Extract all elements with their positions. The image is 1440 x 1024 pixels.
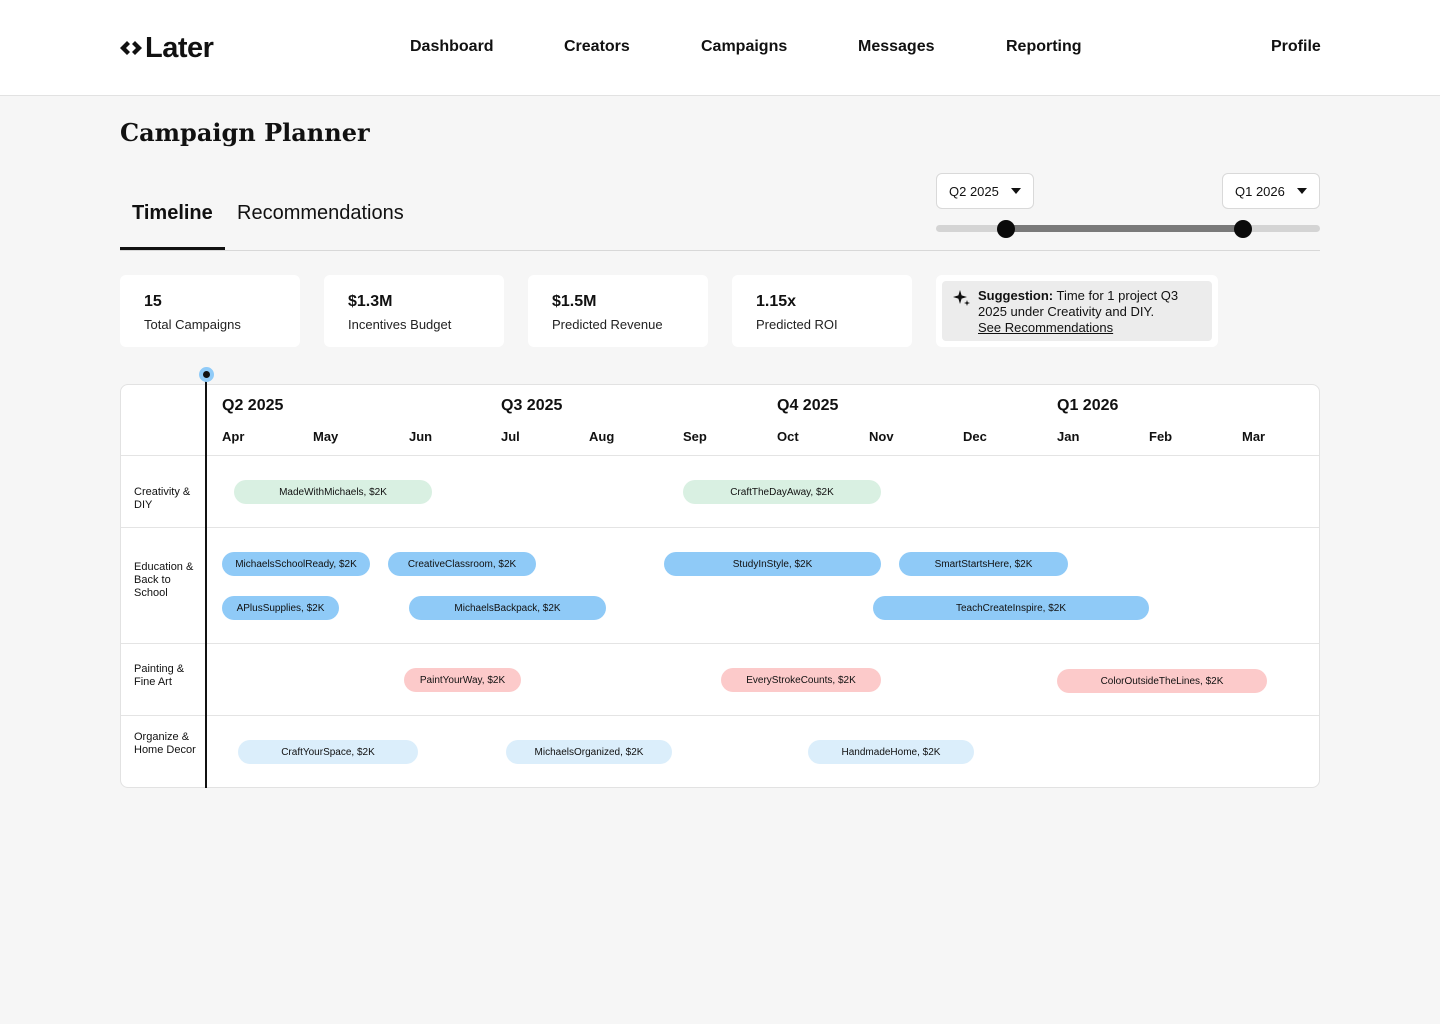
logo-text: Later — [145, 31, 214, 64]
month-label: Sep — [683, 429, 707, 444]
campaign-bar[interactable]: HandmadeHome, $2K — [808, 740, 974, 764]
quarter-label: Q2 2025 — [222, 397, 284, 414]
active-tab-indicator — [120, 247, 225, 250]
quarter-label: Q3 2025 — [501, 397, 563, 414]
row-divider — [121, 643, 1319, 644]
stat-card-total-campaigns: 15 Total Campaigns — [120, 275, 300, 347]
stat-value: 15 — [144, 293, 162, 310]
month-label: Apr — [222, 429, 245, 444]
stat-card-predicted-revenue: $1.5M Predicted Revenue — [528, 275, 708, 347]
campaign-bar[interactable]: MichaelsBackpack, $2K — [409, 596, 606, 620]
campaign-bar[interactable]: StudyInStyle, $2K — [664, 552, 881, 576]
row-divider — [121, 527, 1319, 528]
see-recommendations-link[interactable]: See Recommendations — [978, 320, 1114, 335]
suggestion-body: Time for 1 project Q3 2025 under Creativ… — [978, 288, 1179, 319]
stat-label: Total Campaigns — [144, 317, 241, 332]
tabs-divider — [120, 250, 1320, 251]
month-label: Jul — [501, 429, 520, 444]
range-end-dropdown[interactable]: Q1 2026 — [1222, 173, 1320, 209]
month-label: Feb — [1149, 429, 1173, 444]
nav-creators[interactable]: Creators — [564, 38, 630, 55]
nav-messages[interactable]: Messages — [858, 38, 935, 55]
campaign-bar[interactable]: PaintYourWay, $2K — [404, 668, 521, 692]
nav-campaigns[interactable]: Campaigns — [701, 38, 788, 55]
range-slider-fill — [1006, 225, 1243, 232]
sparkle-icon — [953, 290, 970, 306]
campaign-bar[interactable]: MichaelsSchoolReady, $2K — [222, 552, 370, 576]
campaign-bar[interactable]: TeachCreateInspire, $2K — [873, 596, 1149, 620]
nav-dashboard[interactable]: Dashboard — [410, 38, 494, 55]
range-start-value: Q2 2025 — [949, 183, 999, 199]
row-divider — [121, 455, 1319, 456]
quarter-label: Q4 2025 — [777, 397, 839, 414]
page-title: Campaign Planner — [120, 118, 370, 147]
suggestion-text: Suggestion: Time for 1 project Q3 2025 u… — [978, 288, 1200, 320]
later-logo[interactable]: Later — [120, 31, 214, 64]
campaign-bar[interactable]: CraftTheDayAway, $2K — [683, 480, 881, 504]
row-label-education: Education & Back to School — [134, 561, 194, 599]
range-slider-start-handle[interactable] — [997, 220, 1015, 238]
caret-down-icon — [1010, 188, 1021, 194]
month-label: Mar — [1242, 429, 1266, 444]
quarter-label: Q1 2026 — [1057, 397, 1119, 414]
nav-reporting[interactable]: Reporting — [1006, 38, 1082, 55]
today-marker-center — [203, 371, 210, 378]
month-label: Aug — [589, 429, 615, 444]
campaign-bar[interactable]: APlusSupplies, $2K — [222, 596, 339, 620]
suggestion-box — [942, 281, 1212, 341]
stat-value: $1.3M — [348, 293, 393, 310]
month-label: Jan — [1057, 429, 1080, 444]
stat-value: 1.15x — [756, 293, 797, 310]
caret-down-icon — [1296, 188, 1307, 194]
month-label: Jun — [409, 429, 433, 444]
range-start-dropdown[interactable]: Q2 2025 — [936, 173, 1034, 209]
row-label-painting: Painting & Fine Art — [134, 663, 185, 688]
later-logo-icon — [120, 41, 142, 55]
campaign-bar[interactable]: CreativeClassroom, $2K — [388, 552, 536, 576]
row-label-creativity: Creativity & DIY — [134, 486, 191, 511]
stat-card-predicted-roi: 1.15x Predicted ROI — [732, 275, 912, 347]
campaign-bar[interactable]: MichaelsOrganized, $2K — [506, 740, 672, 764]
stat-value: $1.5M — [552, 293, 597, 310]
stat-label: Incentives Budget — [348, 317, 452, 332]
month-label: May — [313, 429, 339, 444]
suggestion-title: Suggestion: — [978, 288, 1054, 303]
campaign-bar[interactable]: ColorOutsideTheLines, $2K — [1057, 669, 1267, 693]
month-label: Oct — [777, 429, 799, 444]
tab-timeline[interactable]: Timeline — [132, 202, 213, 224]
row-divider — [121, 715, 1319, 716]
row-label-organize: Organize & Home Decor — [134, 731, 196, 756]
stat-label: Predicted ROI — [756, 317, 838, 332]
range-end-value: Q1 2026 — [1235, 183, 1285, 199]
month-label: Dec — [963, 429, 987, 444]
campaign-bar[interactable]: MadeWithMichaels, $2K — [234, 480, 432, 504]
tab-recommendations[interactable]: Recommendations — [237, 202, 404, 224]
campaign-bar[interactable]: CraftYourSpace, $2K — [238, 740, 418, 764]
top-navigation: Later Dashboard Creators Campaigns Messa… — [0, 0, 1440, 96]
today-marker-line — [205, 380, 207, 788]
campaign-bar[interactable]: EveryStrokeCounts, $2K — [721, 668, 881, 692]
range-slider-end-handle[interactable] — [1234, 220, 1252, 238]
month-label: Nov — [869, 429, 894, 444]
campaign-bar[interactable]: SmartStartsHere, $2K — [899, 552, 1068, 576]
timeline-panel — [120, 384, 1320, 788]
stat-label: Predicted Revenue — [552, 317, 663, 332]
nav-profile[interactable]: Profile — [1271, 38, 1321, 55]
stat-card-incentives-budget: $1.3M Incentives Budget — [324, 275, 504, 347]
